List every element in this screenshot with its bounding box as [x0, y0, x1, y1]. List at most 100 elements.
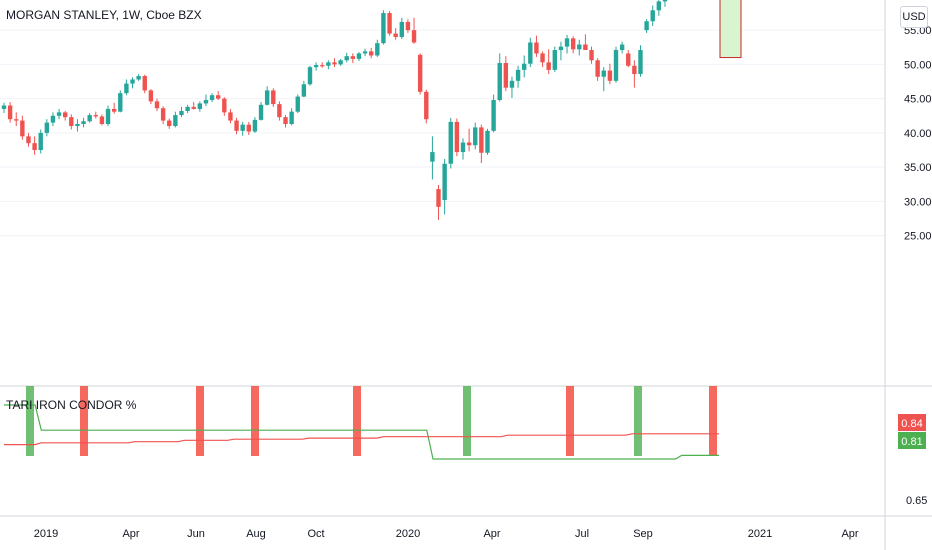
- price-tick-label: 40.00: [904, 128, 932, 140]
- price-tick-label: 50.00: [904, 59, 932, 71]
- candle: [332, 58, 337, 68]
- price-tick-label: 45.00: [904, 94, 932, 106]
- signal-bar: [80, 386, 88, 456]
- time-tick-label: Aug: [246, 528, 266, 540]
- time-tick-label: Apr: [483, 528, 500, 540]
- time-tick-label: 2021: [748, 528, 772, 540]
- candle: [313, 62, 319, 71]
- candle: [197, 101, 203, 112]
- candle: [503, 56, 509, 92]
- candle: [369, 47, 374, 59]
- signal-bar: [26, 386, 34, 456]
- indicator-tick-label: 0.65: [906, 495, 927, 507]
- time-tick-label: Jul: [575, 528, 589, 540]
- candle: [552, 46, 557, 72]
- signal-bar: [463, 386, 471, 456]
- candle: [405, 19, 411, 33]
- time-tick-label: Apr: [122, 528, 139, 540]
- signal-bar: [634, 386, 642, 456]
- candle: [473, 122, 478, 150]
- candle: [417, 53, 423, 95]
- candle: [81, 117, 86, 128]
- candle: [271, 88, 276, 107]
- signal-bar: [196, 386, 204, 456]
- candle: [118, 90, 123, 113]
- candle: [338, 58, 343, 66]
- indicator-value-text: 0.84: [901, 418, 922, 430]
- time-axis[interactable]: 2019 Apr Jun Aug Oct 2020 Apr Jul Sep 2021 Apr: [34, 528, 859, 540]
- candle: [381, 10, 386, 45]
- candle: [148, 89, 154, 105]
- candle: [264, 86, 270, 106]
- chart-title: MORGAN STANLEY, 1W, Cboe BZX: [6, 8, 202, 22]
- green-indicator-line: [4, 404, 719, 460]
- candle: [136, 73, 141, 81]
- price-tick-label: 35.00: [904, 162, 932, 174]
- signal-bar: [566, 386, 574, 456]
- candle: [393, 28, 398, 40]
- candle: [246, 121, 251, 135]
- time-tick-label: Sep: [633, 528, 653, 540]
- candle: [362, 48, 368, 57]
- candle: [20, 115, 25, 140]
- candle: [442, 158, 447, 215]
- candle: [87, 113, 92, 123]
- candle: [546, 49, 551, 74]
- candle: [607, 63, 613, 85]
- signal-bar: [353, 386, 361, 456]
- candle: [111, 102, 117, 114]
- candle: [326, 60, 331, 70]
- indicator-value-labels: 0.84 0.81: [898, 414, 926, 449]
- currency-button[interactable]: USD: [900, 6, 928, 28]
- candle: [656, 0, 662, 16]
- candle: [662, 0, 668, 7]
- candle: [14, 112, 19, 127]
- candle: [424, 89, 429, 124]
- candle: [124, 79, 129, 96]
- indicator-title: TARI IRON CONDOR %: [6, 398, 137, 412]
- candle: [583, 34, 588, 51]
- candle: [534, 35, 539, 57]
- candle: [375, 39, 380, 57]
- candle: [209, 93, 215, 103]
- candle: [491, 94, 496, 133]
- price-tick-label: 30.00: [904, 196, 932, 208]
- candle: [564, 34, 570, 54]
- candle: [203, 94, 209, 107]
- candle: [173, 111, 178, 128]
- candle: [613, 46, 619, 83]
- candle: [356, 52, 362, 61]
- candle: [32, 136, 37, 155]
- candlestick-series: [1, 0, 668, 220]
- candle: [515, 65, 521, 88]
- candle: [216, 91, 221, 101]
- candle: [595, 58, 600, 81]
- candle: [222, 97, 227, 116]
- candle: [399, 17, 404, 40]
- time-tick-label: Oct: [307, 528, 324, 540]
- candle: [258, 102, 264, 121]
- candle: [142, 74, 147, 94]
- price-axis[interactable]: 60.00 55.00 50.00 45.00 40.00 35.00 30.00 25.00…: [904, 0, 932, 507]
- candle: [301, 80, 307, 98]
- target-box[interactable]: [719, 0, 742, 59]
- indicator-value-tag: [898, 432, 926, 449]
- candle: [93, 111, 98, 119]
- indicator-value-text: 0.81: [901, 436, 922, 448]
- candle: [509, 76, 515, 98]
- candle: [7, 102, 13, 123]
- candle: [411, 17, 417, 44]
- candle: [50, 112, 56, 127]
- candle: [448, 117, 453, 169]
- indicator-lines: [4, 404, 719, 460]
- candle: [191, 102, 196, 110]
- time-tick-label: Jun: [187, 528, 205, 540]
- candle: [154, 98, 160, 111]
- candle: [460, 138, 466, 160]
- candle: [644, 19, 649, 33]
- candle: [626, 50, 631, 68]
- candle: [497, 53, 502, 102]
- candle: [179, 106, 184, 118]
- candle: [252, 117, 258, 133]
